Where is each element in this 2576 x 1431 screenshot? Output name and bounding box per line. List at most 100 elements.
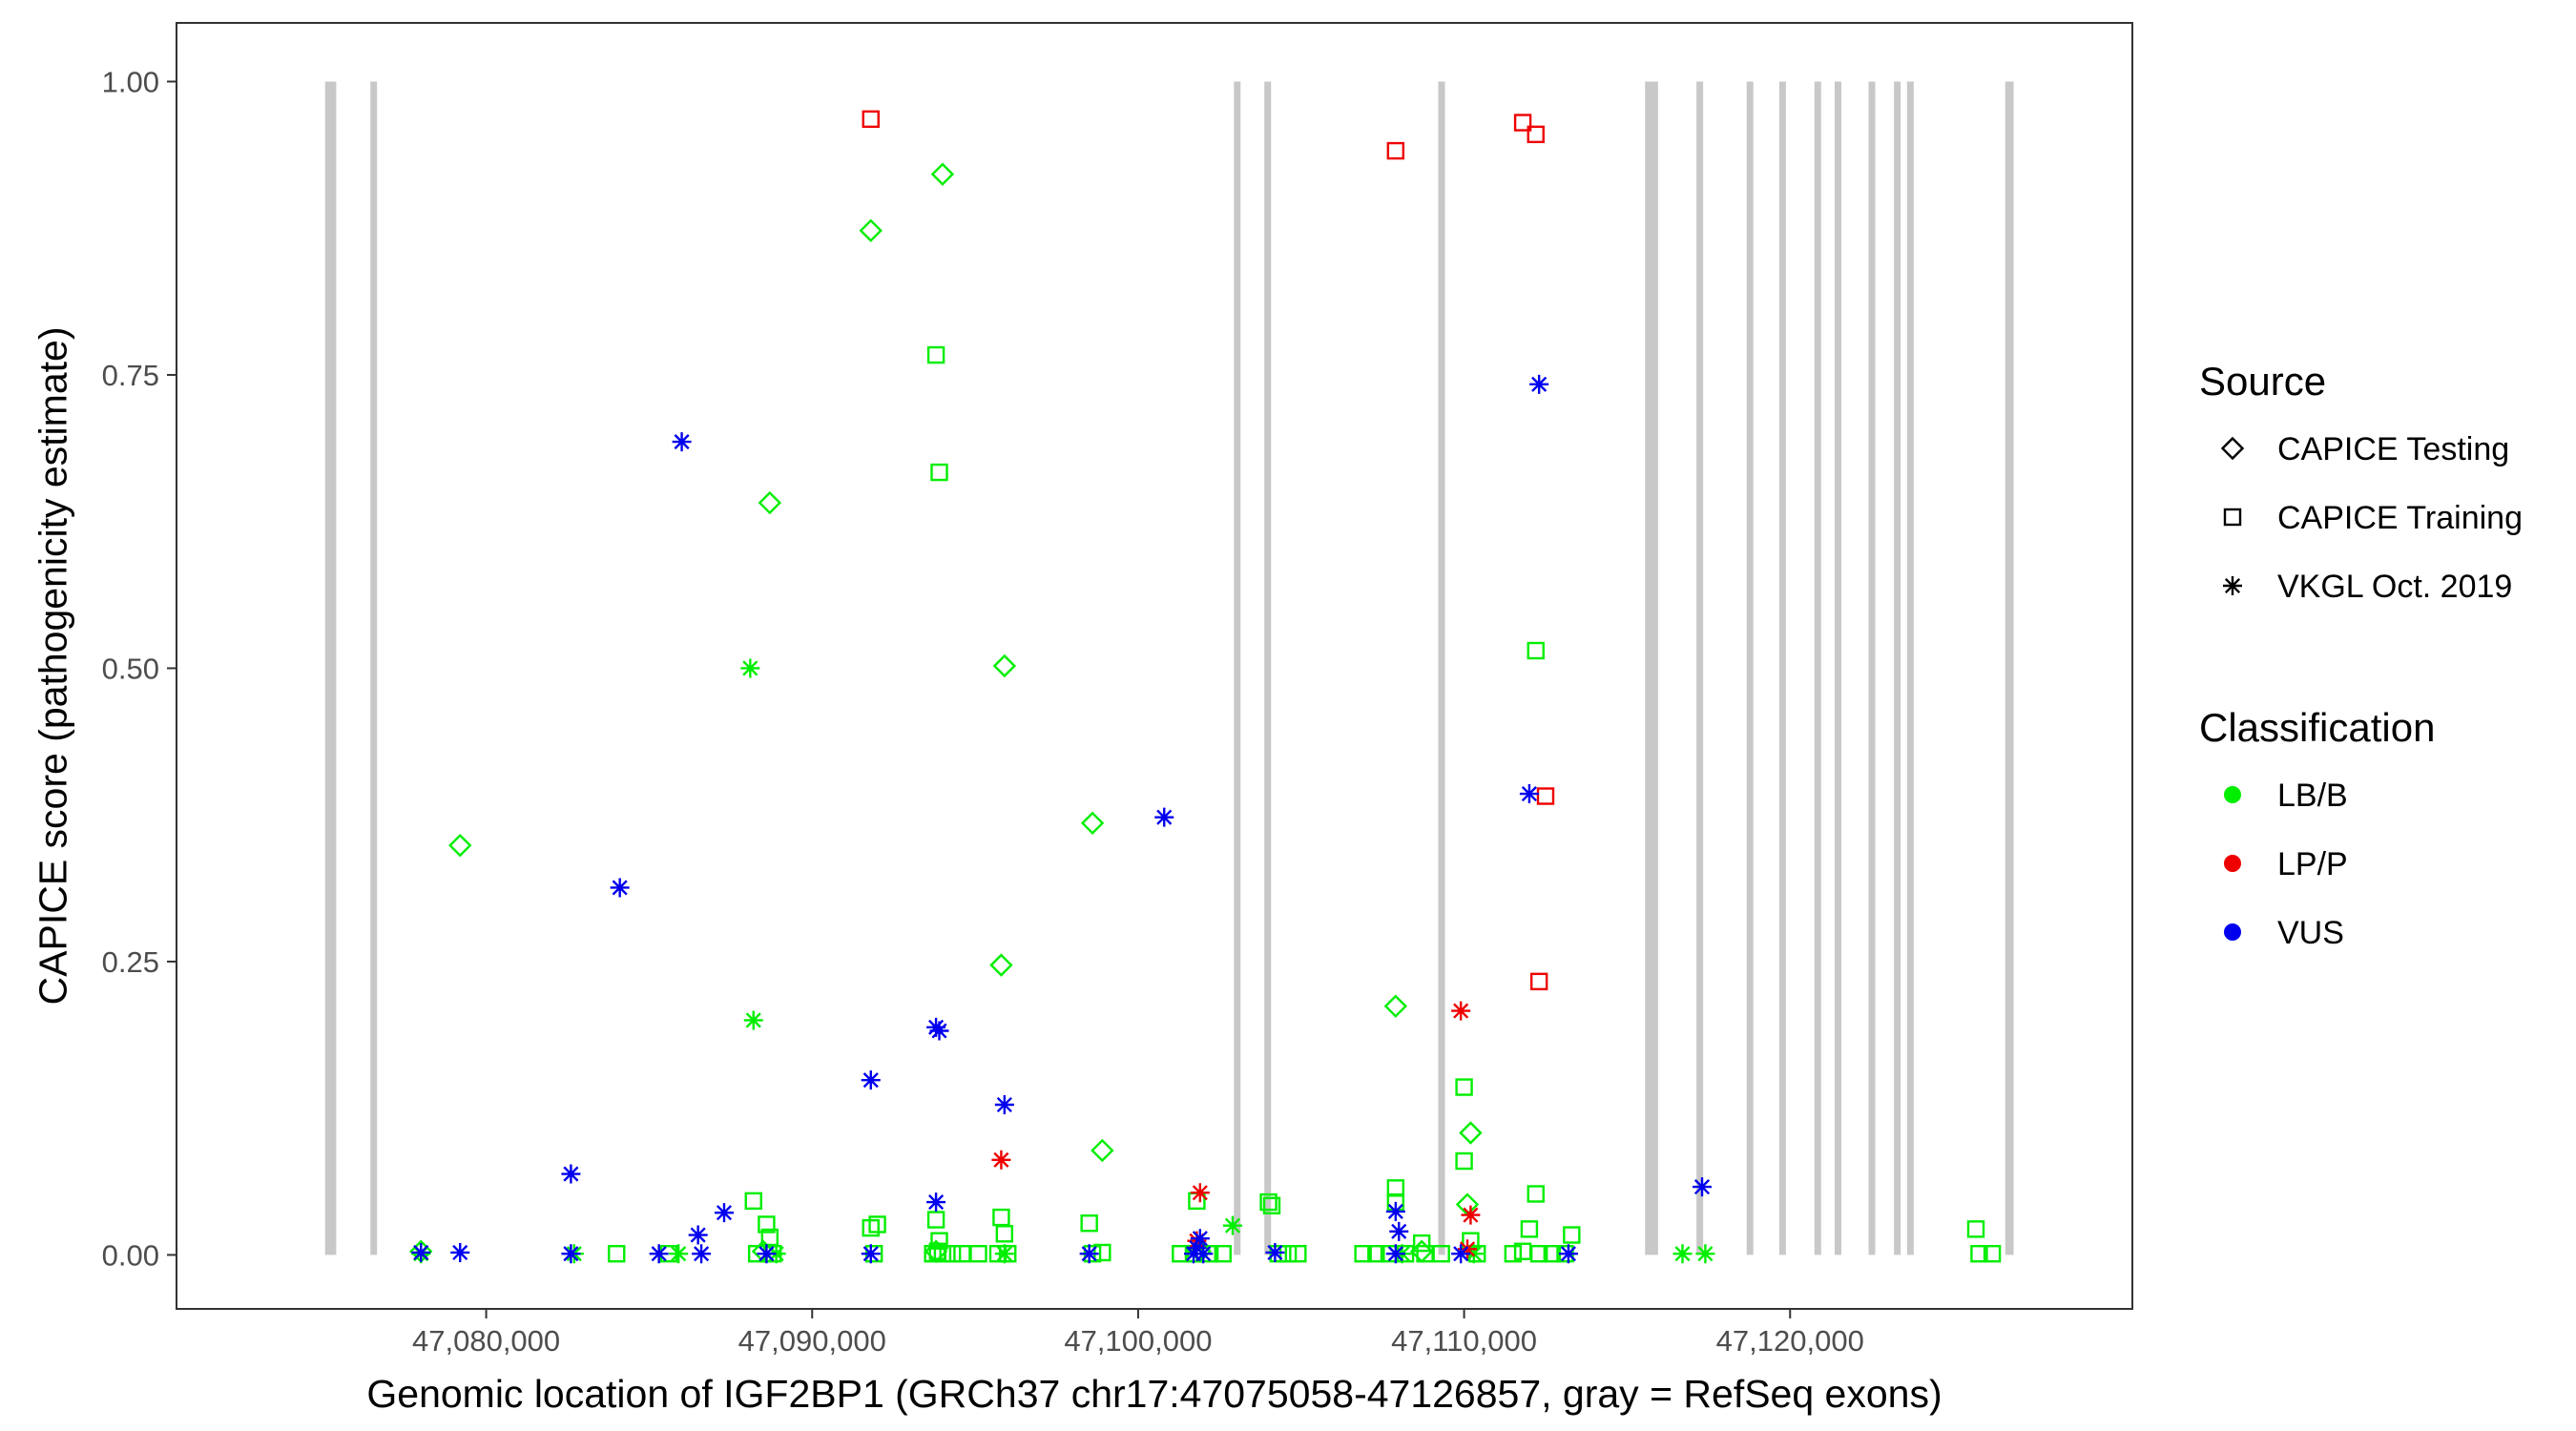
data-point — [1672, 1244, 1693, 1264]
data-point — [1459, 1121, 1483, 1145]
data-point — [1451, 1244, 1471, 1264]
data-point — [859, 218, 883, 242]
legend-source-key — [2220, 436, 2245, 461]
data-point — [1519, 784, 1539, 804]
data-point — [995, 1225, 1014, 1243]
y-tick-label: 0.00 — [102, 1238, 159, 1272]
legend-key-dot — [2224, 855, 2241, 872]
legend-class-key — [2224, 855, 2241, 872]
y-tick-label: 0.25 — [102, 945, 159, 979]
data-point — [669, 1244, 689, 1264]
x-tick-label: 47,100,000 — [1064, 1324, 1212, 1358]
legend-class-label: VUS — [2277, 915, 2344, 951]
data-point — [1695, 1244, 1715, 1264]
exon-band — [324, 81, 337, 1255]
data-point — [1461, 1205, 1481, 1225]
data-point — [1080, 811, 1105, 836]
data-point — [1354, 1244, 1372, 1263]
data-point — [933, 1244, 952, 1263]
data-point — [1385, 1244, 1405, 1264]
data-point — [1091, 1138, 1114, 1163]
data-point — [1983, 1244, 2002, 1263]
exon-band — [1834, 81, 1841, 1255]
x-tick-label: 47,090,000 — [738, 1324, 886, 1358]
data-point — [1386, 141, 1405, 160]
data-point — [1527, 125, 1545, 144]
data-point — [1455, 1151, 1473, 1171]
y-tick-label: 1.00 — [102, 65, 159, 98]
data-point — [715, 1203, 734, 1223]
data-point — [1269, 1244, 1288, 1263]
legend-key-symbol — [2220, 436, 2245, 461]
data-point — [1504, 1244, 1523, 1263]
data-point — [448, 833, 472, 858]
legend: Source CAPICE Testing CAPICE Training VKGL … — [2199, 359, 2523, 951]
data-point — [930, 463, 948, 482]
data-point — [608, 1244, 626, 1263]
data-point — [1265, 1242, 1285, 1262]
data-point — [1527, 641, 1545, 660]
data-point — [757, 1244, 777, 1264]
exon-band — [370, 81, 378, 1255]
exon-band — [1814, 81, 1821, 1255]
data-point — [1259, 1192, 1278, 1212]
data-point — [1412, 1234, 1431, 1253]
exon-band — [1645, 81, 1658, 1255]
exon-band — [2005, 81, 2014, 1255]
exon-band — [1906, 81, 1914, 1255]
data-point — [969, 1244, 987, 1263]
data-point — [744, 1192, 762, 1211]
data-point — [1464, 1244, 1484, 1264]
data-point — [766, 1244, 786, 1264]
data-point — [924, 1244, 942, 1263]
data-point — [1536, 787, 1555, 805]
data-point — [1529, 972, 1548, 991]
data-point — [743, 1010, 763, 1030]
x-axis: 47,080,000 47,090,000 47,100,000 47,110,000… — [412, 1309, 1864, 1358]
legend-source-label: CAPICE Testing — [2277, 431, 2509, 467]
data-point — [930, 162, 955, 186]
legend-source-key — [2223, 576, 2242, 595]
data-point — [943, 1244, 962, 1263]
data-point — [1389, 1221, 1409, 1241]
data-point — [688, 1225, 708, 1245]
data-point — [610, 878, 630, 898]
data-point — [1520, 1220, 1539, 1238]
legend-classification-title: Classification — [2199, 705, 2435, 750]
data-point — [561, 1244, 581, 1264]
data-point — [1386, 1179, 1405, 1197]
data-point — [672, 432, 692, 452]
data-point — [1187, 1238, 1207, 1258]
legend-key-symbol — [2223, 508, 2242, 527]
data-point — [758, 490, 782, 515]
data-point — [926, 1211, 945, 1229]
series-points — [862, 110, 1555, 991]
data-point — [926, 345, 945, 364]
data-point — [1527, 1185, 1545, 1203]
data-point — [994, 1094, 1014, 1114]
y-axis: 0.00 0.25 0.50 0.75 1.00 — [102, 65, 177, 1272]
series-points — [411, 374, 1712, 1264]
data-point — [1184, 1244, 1203, 1264]
data-point — [1451, 1001, 1471, 1021]
data-point — [561, 1164, 581, 1184]
data-point — [450, 1242, 470, 1262]
data-point — [862, 110, 880, 129]
data-point — [1563, 1226, 1581, 1244]
exon-band — [1696, 81, 1704, 1255]
data-point — [861, 1244, 881, 1264]
legend-class-label: LP/P — [2277, 846, 2348, 882]
x-axis-label: Genomic location of IGF2BP1 (GRCh37 chr1… — [366, 1372, 1942, 1416]
data-point — [1529, 374, 1549, 394]
data-point — [760, 1228, 779, 1247]
data-point — [1278, 1244, 1298, 1263]
y-tick-label: 0.75 — [102, 359, 159, 392]
data-point — [1513, 114, 1532, 132]
data-point — [1093, 1243, 1111, 1262]
legend-key-symbol — [2223, 576, 2242, 595]
data-point — [926, 1192, 946, 1213]
legend-source-label: CAPICE Training — [2277, 500, 2523, 536]
data-point — [1154, 807, 1174, 827]
data-point — [1262, 1196, 1281, 1214]
exon-band — [1264, 81, 1272, 1255]
